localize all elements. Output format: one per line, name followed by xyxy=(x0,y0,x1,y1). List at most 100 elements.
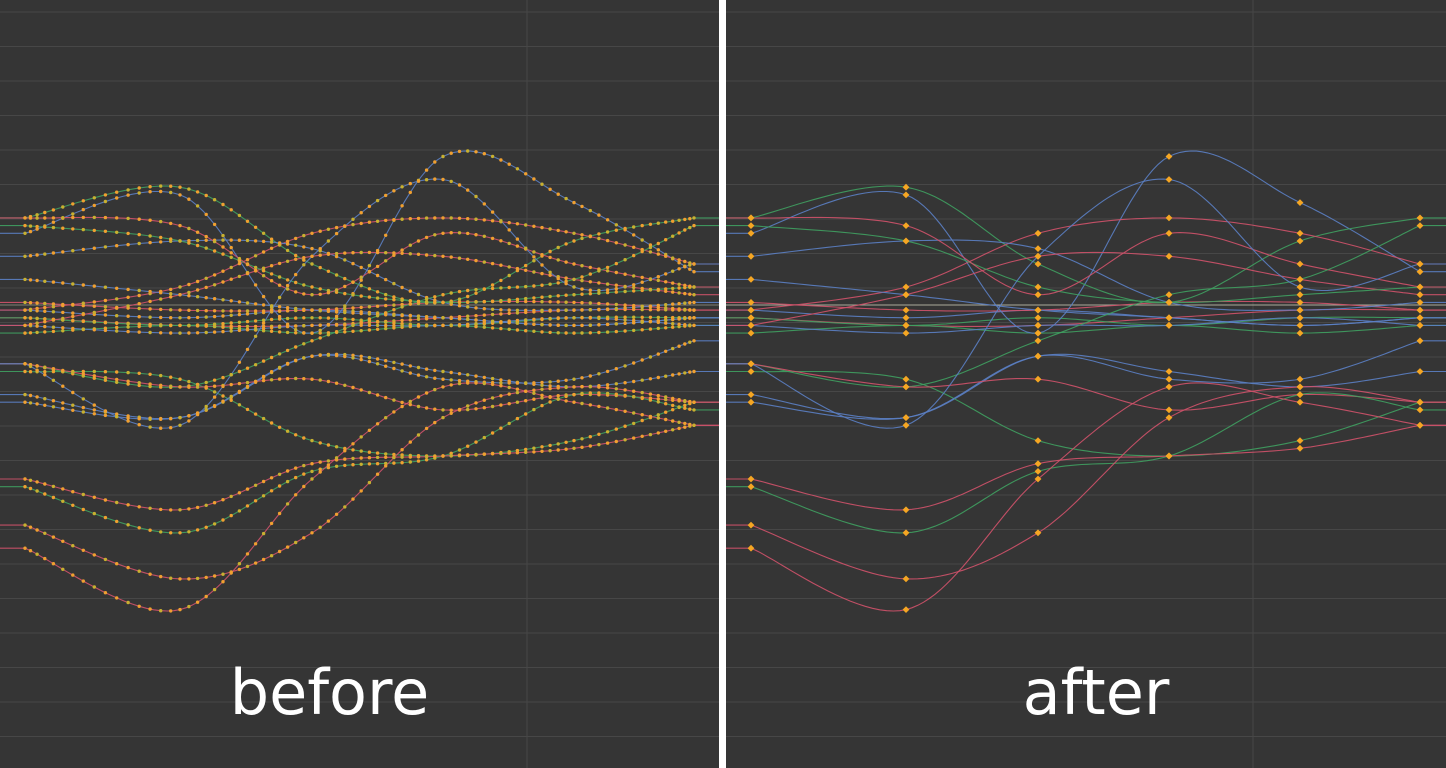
fcurve-red[interactable] xyxy=(726,382,1446,612)
keyframe-point[interactable] xyxy=(515,318,520,323)
keyframe-point[interactable] xyxy=(524,322,528,326)
keyframe-point[interactable] xyxy=(902,606,910,613)
keyframe-point[interactable] xyxy=(433,376,437,380)
keyframe-point[interactable] xyxy=(334,310,339,314)
keyframe-point[interactable] xyxy=(605,290,610,295)
keyframe-point[interactable] xyxy=(408,289,412,293)
keyframe-point[interactable] xyxy=(540,322,544,327)
keyframe-point[interactable] xyxy=(35,213,39,217)
keyframe-point[interactable] xyxy=(648,392,653,396)
keyframe-point[interactable] xyxy=(229,394,233,399)
keyframe-point[interactable] xyxy=(507,265,511,269)
keyframe-point[interactable] xyxy=(318,323,322,327)
keyframe-point[interactable] xyxy=(614,317,618,321)
keyframe-point[interactable] xyxy=(400,251,404,255)
keyframe-point[interactable] xyxy=(416,365,421,370)
keyframe-point[interactable] xyxy=(671,396,675,401)
keyframe-point[interactable] xyxy=(28,316,33,320)
fcurve-red[interactable] xyxy=(726,217,1446,311)
keyframe-point[interactable] xyxy=(302,245,306,249)
keyframe-point[interactable] xyxy=(51,305,56,309)
keyframe-point[interactable] xyxy=(187,226,191,231)
keyframe-point[interactable] xyxy=(449,179,453,184)
keyframe-point[interactable] xyxy=(580,301,584,305)
keyframe-point[interactable] xyxy=(400,285,404,290)
keyframe-point[interactable] xyxy=(204,309,208,313)
keyframe-point[interactable] xyxy=(466,373,470,377)
keyframe-point[interactable] xyxy=(457,149,462,154)
keyframe-point[interactable] xyxy=(51,325,56,329)
keyframe-point[interactable] xyxy=(664,315,668,320)
keyframe-point[interactable] xyxy=(482,452,486,456)
keyframe-point[interactable] xyxy=(28,478,33,482)
keyframe-point[interactable] xyxy=(204,575,208,580)
keyframe-point[interactable] xyxy=(474,306,478,310)
keyframe-point[interactable] xyxy=(204,330,208,335)
keyframe-point[interactable] xyxy=(449,300,453,305)
keyframe-point[interactable] xyxy=(580,292,584,296)
keyframe-point[interactable] xyxy=(28,278,33,282)
keyframe-point[interactable] xyxy=(237,403,242,407)
keyframe-point[interactable] xyxy=(169,323,173,328)
keyframe-point[interactable] xyxy=(671,408,675,412)
keyframe-point[interactable] xyxy=(640,378,644,382)
keyframe-point[interactable] xyxy=(623,272,627,276)
keyframe-point[interactable] xyxy=(474,322,478,326)
keyframe-point[interactable] xyxy=(614,270,618,275)
keyframe-point[interactable] xyxy=(71,503,75,507)
fcurve-blue[interactable] xyxy=(726,340,1446,420)
keyframe-point[interactable] xyxy=(221,298,225,302)
keyframe-point[interactable] xyxy=(351,356,355,360)
keyframe-point[interactable] xyxy=(195,204,200,208)
keyframe-point[interactable] xyxy=(457,304,462,308)
keyframe-point[interactable] xyxy=(277,317,282,321)
keyframe-point[interactable] xyxy=(253,363,258,367)
keyframe-point[interactable] xyxy=(400,404,404,409)
keyframe-point[interactable] xyxy=(343,291,347,296)
keyframe-point[interactable] xyxy=(318,378,322,382)
keyframe-point[interactable] xyxy=(524,263,528,268)
keyframe-point[interactable] xyxy=(261,318,266,322)
keyframe-point[interactable] xyxy=(126,419,130,423)
keyframe-point[interactable] xyxy=(384,320,388,324)
keyframe-point[interactable] xyxy=(677,231,681,235)
keyframe-point[interactable] xyxy=(515,311,520,315)
keyframe-point[interactable] xyxy=(433,253,437,258)
keyframe-point[interactable] xyxy=(148,417,152,421)
keyframe-point[interactable] xyxy=(632,253,636,258)
keyframe-point[interactable] xyxy=(515,321,520,325)
keyframe-point[interactable] xyxy=(285,306,290,310)
keyframe-point[interactable] xyxy=(285,287,290,291)
keyframe-point[interactable] xyxy=(466,217,470,221)
keyframe-point[interactable] xyxy=(683,406,687,410)
keyframe-point[interactable] xyxy=(71,326,75,331)
keyframe-point[interactable] xyxy=(28,216,33,220)
keyframe-point[interactable] xyxy=(212,198,217,202)
keyframe-point[interactable] xyxy=(466,305,470,309)
keyframe-point[interactable] xyxy=(43,225,47,229)
keyframe-point[interactable] xyxy=(677,426,681,431)
keyframe-point[interactable] xyxy=(1296,444,1304,452)
keyframe-point[interactable] xyxy=(524,246,528,250)
keyframe-point[interactable] xyxy=(195,190,200,194)
keyframe-point[interactable] xyxy=(148,218,152,222)
keyframe-point[interactable] xyxy=(564,260,568,264)
keyframe-point[interactable] xyxy=(507,402,511,406)
keyframe-point[interactable] xyxy=(261,378,266,383)
keyframe-point[interactable] xyxy=(115,196,119,200)
keyframe-point[interactable] xyxy=(441,385,445,389)
keyframe-point[interactable] xyxy=(92,369,97,374)
keyframe-point[interactable] xyxy=(334,251,339,256)
keyframe-point[interactable] xyxy=(318,253,322,257)
keyframe-point[interactable] xyxy=(81,207,86,212)
keyframe-point[interactable] xyxy=(169,426,173,430)
keyframe-point[interactable] xyxy=(221,314,225,318)
keyframe-point[interactable] xyxy=(540,387,544,391)
keyframe-point[interactable] xyxy=(229,513,233,518)
keyframe-point[interactable] xyxy=(28,301,33,305)
keyframe-point[interactable] xyxy=(310,231,314,235)
fcurve-green[interactable] xyxy=(0,225,719,304)
keyframe-point[interactable] xyxy=(285,242,290,246)
keyframe-point[interactable] xyxy=(400,298,404,302)
keyframe-point[interactable] xyxy=(683,421,687,426)
